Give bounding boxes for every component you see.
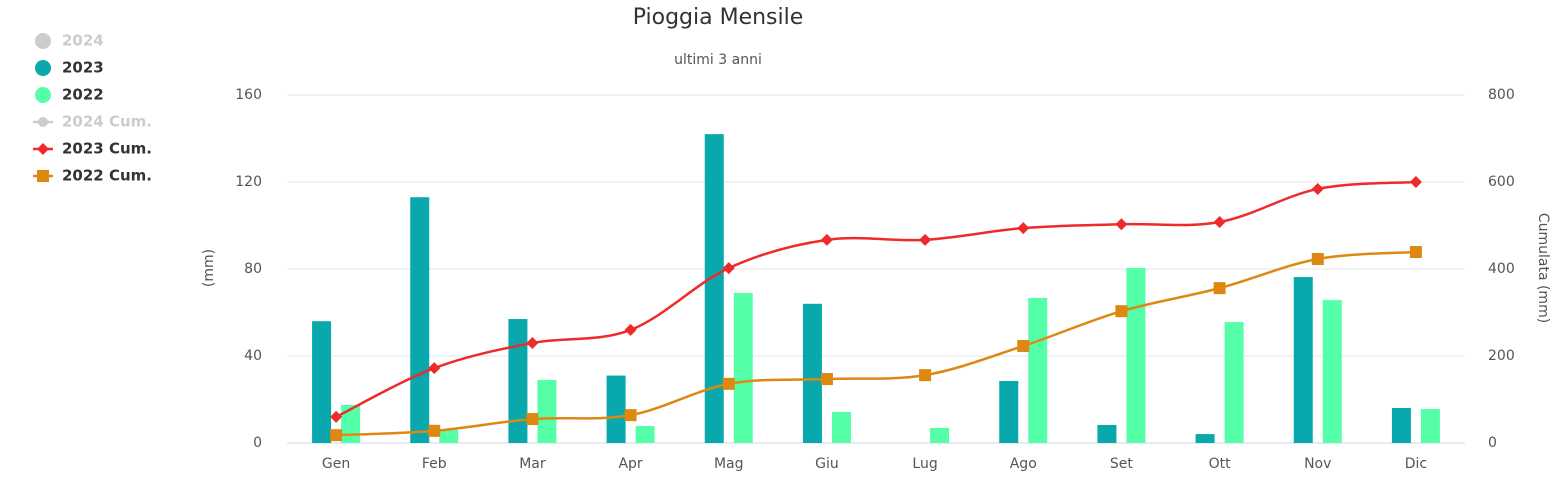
bar [1028, 297, 1048, 443]
legend-label: 2024 Cum. [62, 113, 152, 131]
bar [1391, 407, 1411, 443]
bar [1126, 267, 1146, 443]
x-tick-label: Feb [422, 456, 447, 472]
bar [439, 429, 459, 443]
bar [831, 411, 851, 443]
y2-tick-label: 800 [1488, 87, 1515, 103]
bar [999, 381, 1019, 443]
x-tick-label: Ott [1209, 456, 1232, 472]
marker [1115, 218, 1128, 231]
y2-tick-label: 0 [1488, 435, 1497, 451]
x-tick-label: Apr [618, 456, 642, 472]
bar [802, 303, 822, 443]
bar [733, 292, 753, 443]
legend-symbol [35, 33, 51, 49]
y-axis-label: (mm) [201, 249, 217, 287]
bar [1420, 409, 1440, 443]
marker [1311, 252, 1324, 265]
bar [1097, 424, 1117, 443]
marker [1017, 222, 1030, 235]
marker [37, 143, 49, 155]
y2-tick-label: 400 [1488, 261, 1515, 277]
x-tick-label: Giu [815, 456, 839, 472]
marker [722, 377, 735, 390]
bar [635, 426, 655, 443]
x-tick-label: Mar [519, 456, 546, 472]
legend-symbol [35, 60, 51, 76]
bar [537, 379, 557, 443]
bar [704, 134, 724, 443]
marker [428, 424, 441, 437]
line [335, 180, 1417, 419]
bar [1195, 434, 1215, 443]
bar [312, 321, 332, 443]
marker [1409, 246, 1422, 259]
y-tick-label: 80 [244, 261, 262, 277]
bar [1224, 322, 1244, 443]
marker [919, 369, 932, 382]
y2-tick-label: 600 [1488, 174, 1515, 190]
y-tick-label: 40 [244, 348, 262, 364]
bar [606, 375, 626, 443]
x-tick-label: Gen [322, 456, 350, 472]
marker [722, 262, 735, 275]
marker [1017, 339, 1030, 352]
x-tick-label: Lug [912, 456, 937, 472]
x-tick-label: Dic [1405, 456, 1427, 472]
marker [1115, 305, 1128, 318]
marker [1213, 216, 1226, 229]
x-tick-label: Mag [714, 456, 744, 472]
y-tick-label: 120 [235, 174, 262, 190]
bar [1322, 300, 1342, 443]
marker [919, 233, 932, 246]
marker [624, 409, 637, 422]
chart-subtitle: ultimi 3 anni [674, 52, 762, 68]
bar [508, 319, 528, 443]
marker [526, 336, 539, 349]
marker [526, 413, 539, 426]
legend-label: 2023 Cum. [62, 140, 152, 158]
legend-label: 2023 [62, 59, 104, 77]
marker [820, 373, 833, 386]
marker [1213, 282, 1226, 295]
x-tick-label: Set [1110, 456, 1134, 472]
marker [1409, 176, 1422, 188]
marker [624, 323, 637, 336]
legend-label: 2024 [62, 32, 104, 50]
chart-title: Pioggia Mensile [633, 5, 804, 30]
y-tick-label: 0 [253, 435, 262, 451]
y2-tick-label: 200 [1488, 348, 1515, 364]
marker [330, 429, 343, 442]
marker [820, 233, 833, 246]
legend-symbol [35, 87, 51, 103]
x-tick-label: Ago [1010, 456, 1037, 472]
legend-label: 2022 [62, 86, 104, 104]
marker [37, 170, 49, 182]
marker [428, 362, 441, 375]
legend-label: 2022 Cum. [62, 167, 152, 185]
y2-axis-label: Cumulata (mm) [1535, 213, 1551, 323]
x-tick-label: Nov [1304, 456, 1331, 472]
line [336, 250, 1417, 437]
marker [38, 117, 48, 127]
y-tick-label: 160 [235, 87, 262, 103]
bar [930, 427, 950, 443]
bar [410, 197, 430, 443]
bar [1293, 277, 1313, 443]
marker [330, 410, 343, 423]
marker [1311, 182, 1324, 195]
